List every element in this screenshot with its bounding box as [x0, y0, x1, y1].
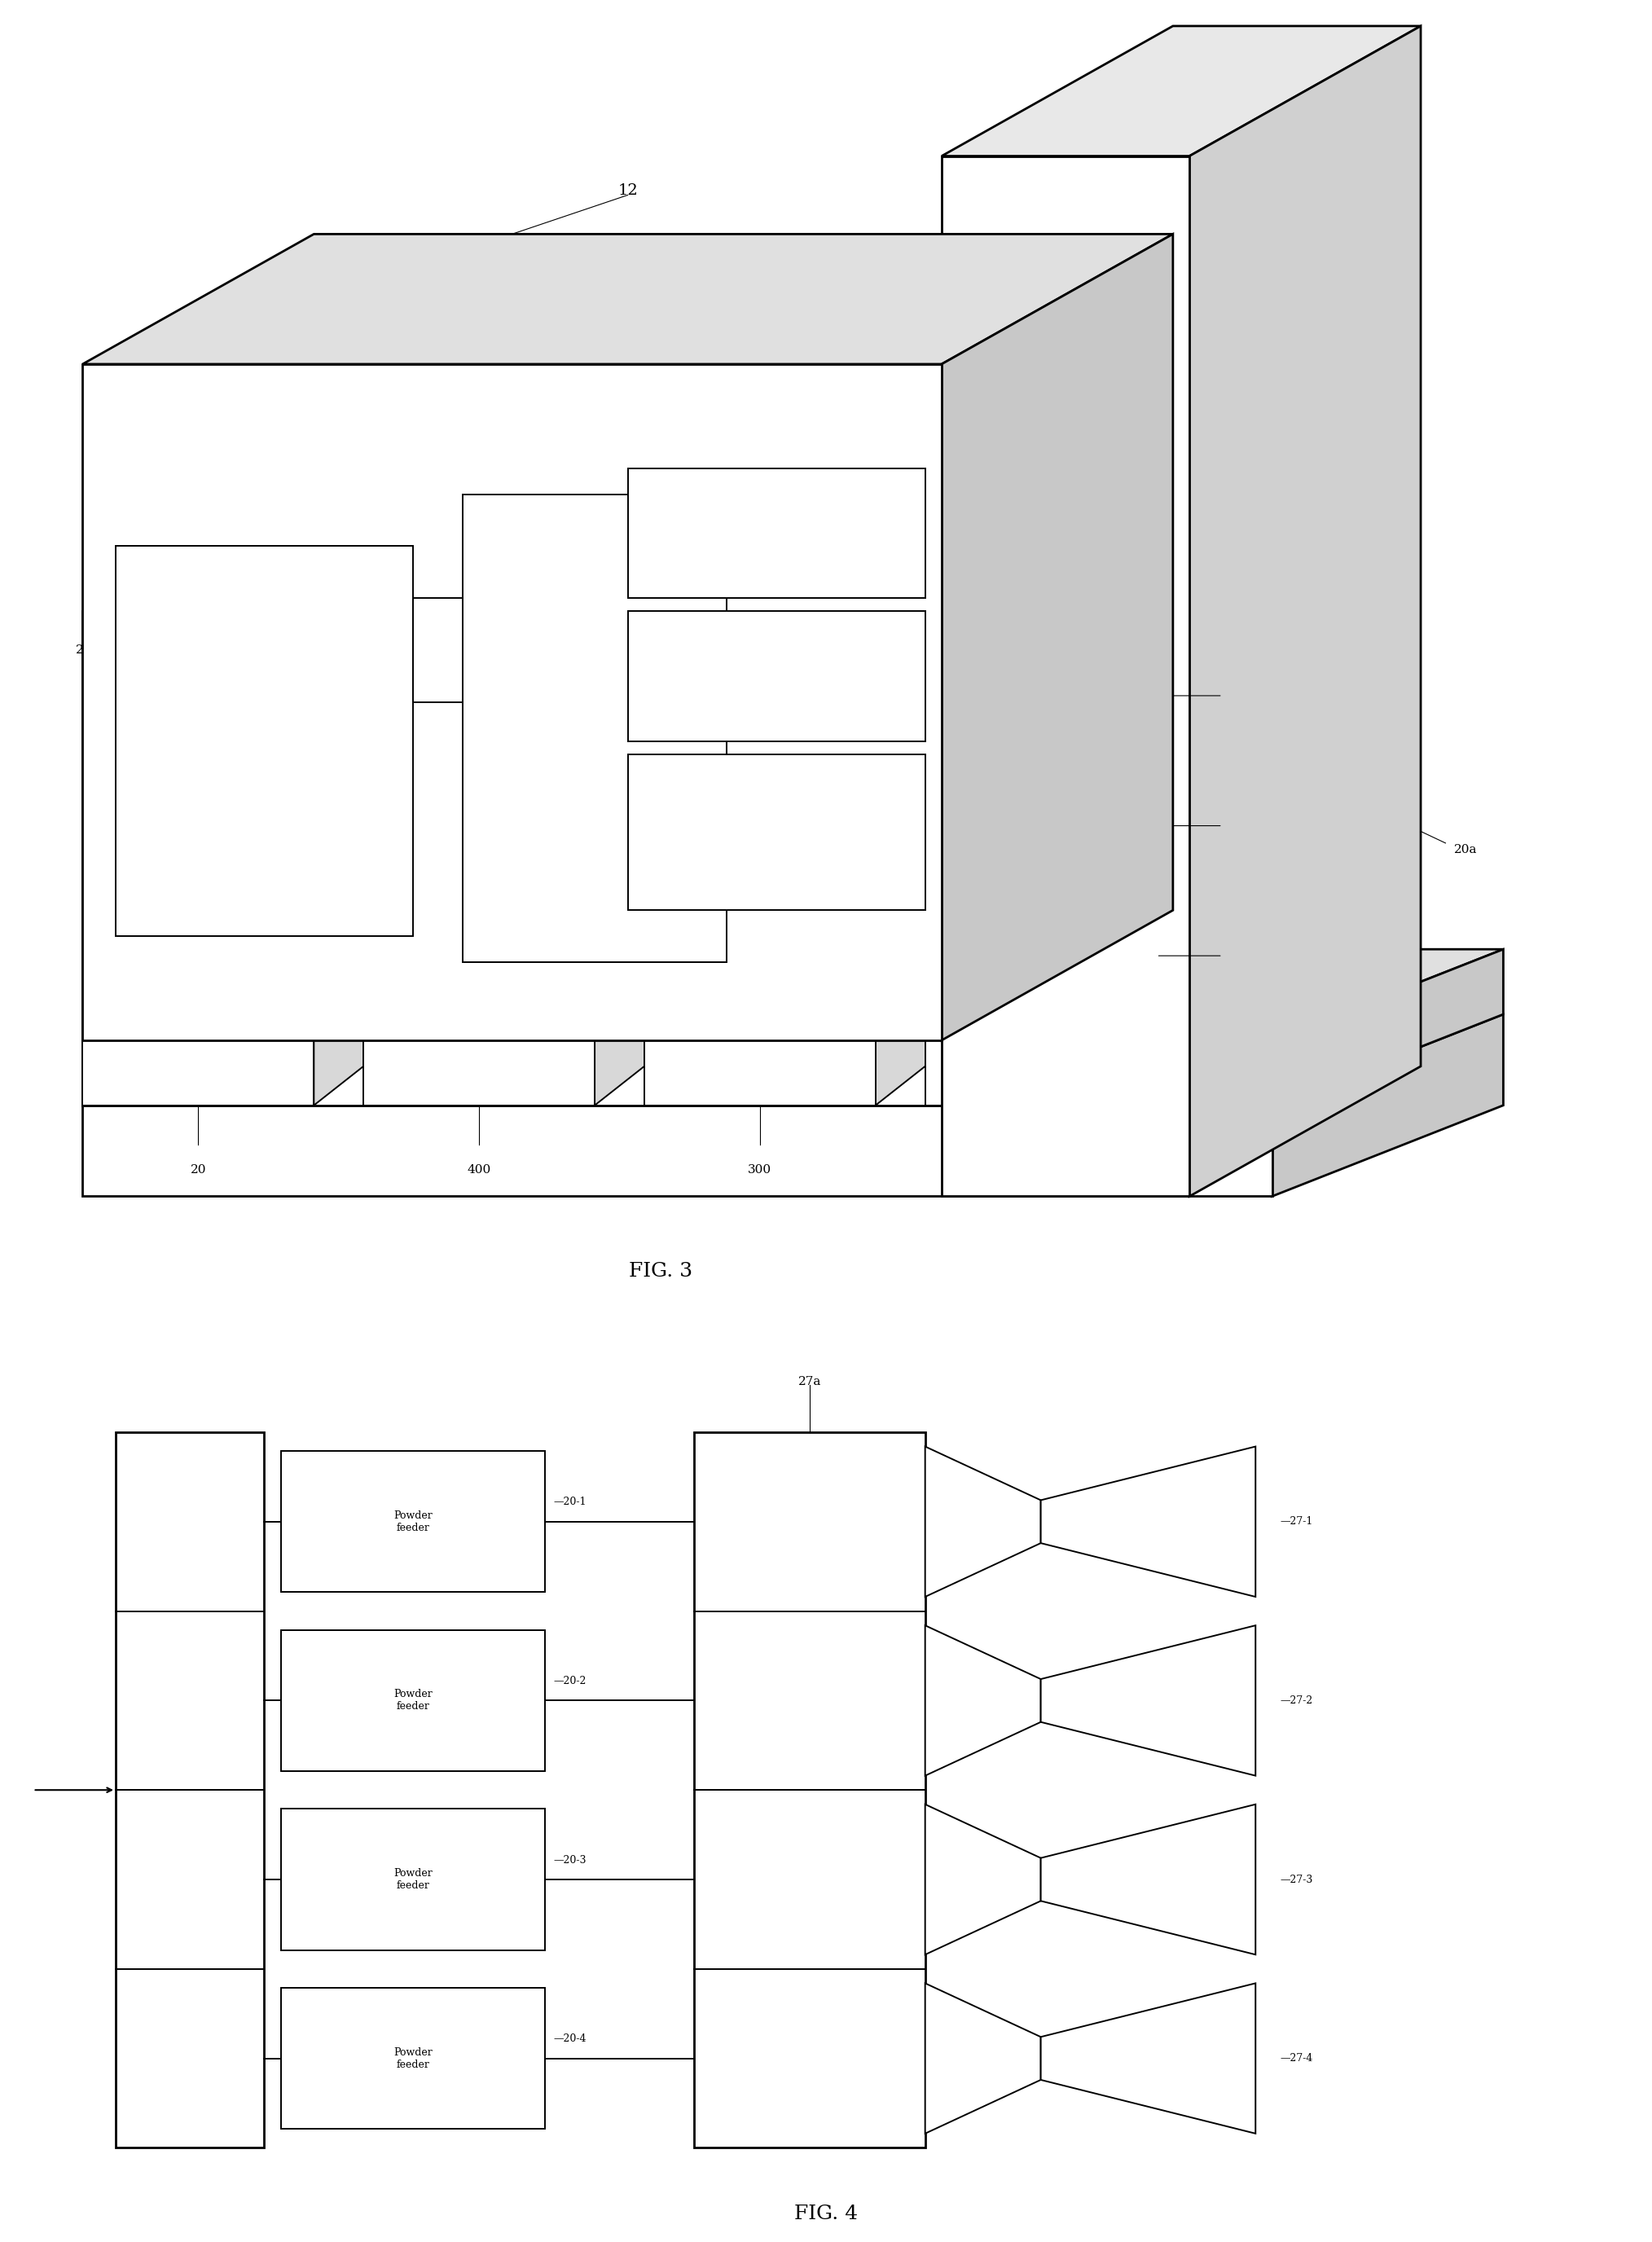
- Polygon shape: [938, 637, 1143, 753]
- Text: control unit: control unit: [753, 673, 800, 679]
- Polygon shape: [83, 1105, 1272, 1197]
- Text: voltage
supply unit: voltage supply unit: [236, 796, 292, 818]
- Polygon shape: [628, 612, 925, 742]
- Text: 400: 400: [468, 1164, 491, 1175]
- Text: 50: 50: [991, 670, 1008, 682]
- Text: —20-3: —20-3: [553, 1854, 586, 1865]
- Polygon shape: [1041, 1446, 1256, 1596]
- Text: substrate
stage: substrate stage: [568, 715, 621, 740]
- Polygon shape: [925, 558, 1222, 612]
- Polygon shape: [83, 1013, 1503, 1105]
- Text: 12: 12: [618, 184, 638, 197]
- Polygon shape: [938, 897, 1143, 1013]
- Polygon shape: [644, 558, 942, 612]
- Polygon shape: [1041, 1805, 1256, 1955]
- Polygon shape: [281, 1451, 545, 1592]
- Polygon shape: [463, 493, 727, 962]
- Text: 220: 220: [1239, 821, 1262, 832]
- Polygon shape: [694, 1433, 925, 2148]
- Text: —27-3: —27-3: [1280, 1874, 1313, 1886]
- Polygon shape: [314, 558, 380, 1105]
- Polygon shape: [1272, 1013, 1503, 1197]
- Polygon shape: [938, 767, 1143, 883]
- Text: —20-1: —20-1: [553, 1498, 586, 1507]
- Polygon shape: [1041, 1984, 1256, 2134]
- Text: Powder
feeder: Powder feeder: [393, 1868, 433, 1890]
- Text: inorganic
powder
supply
portion: inorganic powder supply portion: [173, 796, 223, 843]
- Polygon shape: [281, 1989, 545, 2130]
- Text: storage unit: storage unit: [752, 529, 801, 536]
- Text: 60: 60: [991, 527, 1008, 538]
- Polygon shape: [83, 233, 1173, 363]
- Polygon shape: [942, 27, 1421, 157]
- Polygon shape: [83, 558, 380, 612]
- Text: FIG. 3: FIG. 3: [629, 1262, 692, 1280]
- Text: 210: 210: [1239, 691, 1262, 702]
- Text: FIG. 4: FIG. 4: [795, 2204, 857, 2224]
- Text: arithmetic
operation
unit: arithmetic operation unit: [755, 821, 798, 845]
- Polygon shape: [83, 948, 1503, 1040]
- Polygon shape: [595, 558, 661, 1105]
- Polygon shape: [116, 1433, 264, 2148]
- Polygon shape: [925, 1984, 1041, 2134]
- Text: —27-2: —27-2: [1280, 1695, 1313, 1706]
- Polygon shape: [876, 558, 942, 1105]
- Polygon shape: [471, 558, 553, 742]
- Polygon shape: [925, 612, 1156, 1105]
- Polygon shape: [363, 558, 661, 612]
- Text: Powder
feeder: Powder feeder: [393, 1511, 433, 1534]
- Polygon shape: [942, 233, 1173, 1040]
- Text: gas
heater: gas heater: [456, 843, 502, 872]
- Text: 70: 70: [991, 827, 1008, 839]
- Text: 300: 300: [748, 1164, 771, 1175]
- Polygon shape: [1272, 948, 1503, 1105]
- Polygon shape: [628, 753, 925, 910]
- Polygon shape: [628, 469, 925, 599]
- Polygon shape: [942, 157, 1189, 1197]
- Polygon shape: [1156, 558, 1222, 1105]
- Text: 27a: 27a: [798, 1377, 821, 1388]
- Text: —27-4: —27-4: [1280, 2054, 1313, 2063]
- Text: recycle pump: recycle pump: [1013, 693, 1069, 700]
- Polygon shape: [363, 612, 595, 1105]
- Polygon shape: [413, 599, 471, 702]
- Text: Powder
feeder: Powder feeder: [393, 1688, 433, 1713]
- Polygon shape: [281, 1809, 545, 1951]
- Polygon shape: [83, 612, 314, 1105]
- Polygon shape: [644, 612, 876, 1105]
- Text: —27-1: —27-1: [1280, 1516, 1313, 1527]
- Polygon shape: [553, 558, 636, 742]
- Polygon shape: [1189, 27, 1421, 1197]
- Text: 27a: 27a: [76, 643, 99, 657]
- Polygon shape: [116, 547, 413, 937]
- Polygon shape: [83, 1040, 1272, 1105]
- Text: recycle feeder: recycle feeder: [1013, 953, 1069, 960]
- Polygon shape: [281, 1630, 545, 1771]
- Polygon shape: [925, 1805, 1041, 1955]
- Polygon shape: [83, 363, 942, 1040]
- Text: 200: 200: [1029, 1164, 1052, 1175]
- Text: Powder
feeder: Powder feeder: [393, 2047, 433, 2069]
- Text: 20: 20: [190, 1164, 206, 1175]
- Text: —20-2: —20-2: [553, 1675, 586, 1686]
- Text: 230: 230: [1239, 951, 1262, 962]
- Text: 13: 13: [479, 1004, 496, 1016]
- Text: 90a: 90a: [591, 538, 615, 549]
- Polygon shape: [925, 1625, 1041, 1776]
- Text: —20-4: —20-4: [553, 2033, 586, 2045]
- Text: 20a: 20a: [1454, 843, 1477, 854]
- Text: recycle filter: recycle filter: [1014, 823, 1067, 830]
- Polygon shape: [925, 1446, 1041, 1596]
- Polygon shape: [1041, 1625, 1256, 1776]
